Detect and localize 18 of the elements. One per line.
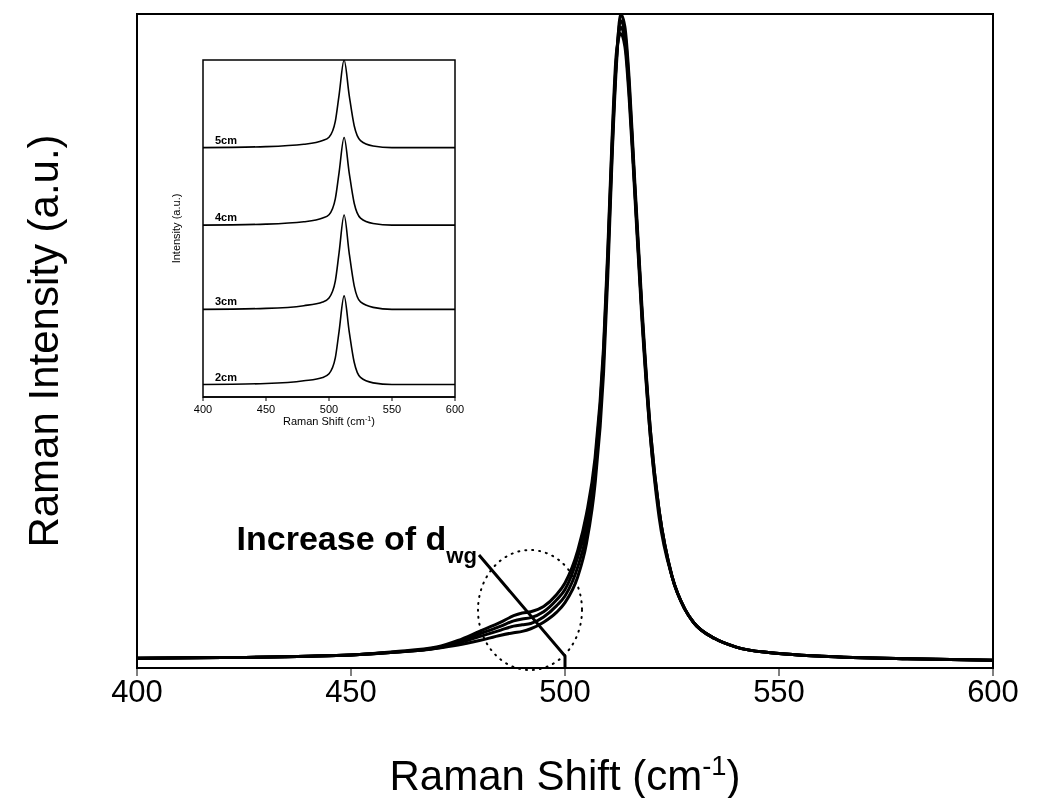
series-label: 5cm [215,133,238,146]
series-label: 4cm [215,211,238,224]
x-tick-label: 500 [319,402,339,415]
x-axis-title: Raman Shift (cm$^{-1}$) [283,415,375,427]
x-tick-label: 550 [382,402,402,415]
x-tick-label: 400 [193,402,213,415]
x-tick-label: 500 [539,674,591,710]
x-tick-label: 450 [325,674,377,710]
x-tick-label: 600 [967,674,1019,710]
x-tick-label: 450 [256,402,276,415]
annotation: Increase of d$_{wg}$ [236,519,477,568]
y-axis-title: Raman Intensity (a.u.) [20,134,67,548]
series-label: 2cm [215,370,238,383]
series-label: 3cm [215,295,238,308]
x-tick-label: 550 [753,674,805,710]
x-tick-label: 400 [111,674,163,710]
y-axis-title: Intensity (a.u.) [170,193,182,264]
x-tick-label: 600 [445,402,465,415]
